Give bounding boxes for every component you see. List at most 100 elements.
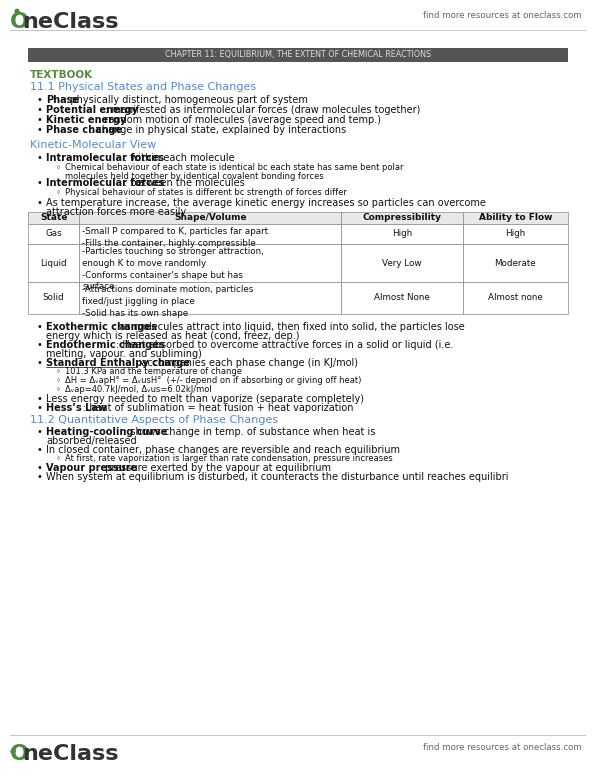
Text: Shape/Volume: Shape/Volume <box>174 213 246 223</box>
Bar <box>79 224 341 244</box>
Text: find more resources at oneclass.com: find more resources at oneclass.com <box>424 11 582 20</box>
Text: ●: ● <box>10 748 16 754</box>
Text: energy which is released as heat (cond, freez, dep.): energy which is released as heat (cond, … <box>46 331 299 341</box>
Text: Moderate: Moderate <box>494 259 536 267</box>
Text: Solid: Solid <box>43 293 64 303</box>
Text: •: • <box>36 358 42 368</box>
Text: ◦: ◦ <box>56 367 61 376</box>
Text: •: • <box>36 322 42 332</box>
Text: Compressibility: Compressibility <box>362 213 441 223</box>
Bar <box>463 212 568 224</box>
Text: find more resources at oneclass.com: find more resources at oneclass.com <box>424 743 582 752</box>
Text: melting, vapour. and subliming): melting, vapour. and subliming) <box>46 349 202 359</box>
Text: neClass: neClass <box>22 12 118 32</box>
Text: ◦: ◦ <box>56 385 61 394</box>
Text: : heat of sublimation = heat fusion + heat vaporization: : heat of sublimation = heat fusion + he… <box>83 403 353 413</box>
Text: 11.2 Quantitative Aspects of Phase Changes: 11.2 Quantitative Aspects of Phase Chang… <box>30 415 278 425</box>
Text: 101.3 KPa and the temperature of change: 101.3 KPa and the temperature of change <box>65 367 242 376</box>
Text: : as molecules attract into liquid, then fixed into solid, the particles lose: : as molecules attract into liquid, then… <box>112 322 464 332</box>
Text: High: High <box>392 229 412 239</box>
Text: Kinetic energy: Kinetic energy <box>46 115 126 125</box>
Text: •: • <box>36 463 42 473</box>
Bar <box>341 212 463 224</box>
Text: Hess’s Law: Hess’s Law <box>46 403 107 413</box>
Text: 11.1 Physical States and Phase Changes: 11.1 Physical States and Phase Changes <box>30 82 256 92</box>
Bar <box>341 282 463 314</box>
Text: : change in physical state, explained by interactions: : change in physical state, explained by… <box>90 125 347 135</box>
Text: -Particles touching so stronger attraction,
enough K to move randomly
-Conforms : -Particles touching so stronger attracti… <box>82 247 264 291</box>
Text: •: • <box>36 95 42 105</box>
Text: Almost none: Almost none <box>488 293 543 303</box>
Bar <box>28 224 79 244</box>
Text: : random motion of molecules (average speed and temp.): : random motion of molecules (average sp… <box>98 115 381 125</box>
Bar <box>28 282 79 314</box>
Text: : Heat absorbed to overcome attractive forces in a solid or liquid (i.e.: : Heat absorbed to overcome attractive f… <box>116 340 453 350</box>
Bar <box>341 224 463 244</box>
Text: neClass: neClass <box>22 744 118 764</box>
Text: : physically distinct, homogeneous part of system: : physically distinct, homogeneous part … <box>64 95 308 105</box>
Text: Exothermic changes: Exothermic changes <box>46 322 157 332</box>
Text: ΔH = ΔᵥapH° = ΔᵥusH°  (+/- depend on if absorbing or giving off heat): ΔH = ΔᵥapH° = ΔᵥusH° (+/- depend on if a… <box>65 376 361 385</box>
Text: absorbed/released: absorbed/released <box>46 436 137 446</box>
Text: •: • <box>36 445 42 455</box>
Text: At first, rate vaporization is larger than rate condensation, pressure increases: At first, rate vaporization is larger th… <box>65 454 393 463</box>
Text: O: O <box>10 12 29 32</box>
Bar <box>463 282 568 314</box>
Text: Intramolecular forces: Intramolecular forces <box>46 153 164 163</box>
Text: -Attractions dominate motion, particles
fixed/just jiggling in place
-Solid has : -Attractions dominate motion, particles … <box>82 285 253 317</box>
Text: •: • <box>36 153 42 163</box>
Text: Phase change: Phase change <box>46 125 122 135</box>
Text: : manifested as intermolecular forces (draw molecules together): : manifested as intermolecular forces (d… <box>105 105 421 115</box>
Text: TEXTBOOK: TEXTBOOK <box>30 70 93 80</box>
Text: •: • <box>36 125 42 135</box>
Text: •: • <box>36 115 42 125</box>
Text: As temperature increase, the average kinetic energy increases so particles can o: As temperature increase, the average kin… <box>46 198 486 208</box>
Text: : accompanies each phase change (in KJ/mol): : accompanies each phase change (in KJ/m… <box>135 358 358 368</box>
Text: ◦: ◦ <box>56 376 61 385</box>
Text: Vapour pressure: Vapour pressure <box>46 463 137 473</box>
Text: ◦: ◦ <box>56 188 61 197</box>
Text: Chemical behaviour of each state is identical bc each state has same bent polar: Chemical behaviour of each state is iden… <box>65 163 403 172</box>
Text: O: O <box>10 744 29 764</box>
Text: Phase: Phase <box>46 95 79 105</box>
Text: ●: ● <box>14 8 20 14</box>
Text: •: • <box>36 198 42 208</box>
Text: Almost None: Almost None <box>374 293 430 303</box>
Text: ◦: ◦ <box>56 454 61 463</box>
Text: : within each molecule: : within each molecule <box>124 153 234 163</box>
Text: : shows change in temp. of substance when heat is: : shows change in temp. of substance whe… <box>124 427 375 437</box>
Text: Heating-cooling curve: Heating-cooling curve <box>46 427 167 437</box>
Text: CHAPTER 11: EQUILIBRIUM, THE EXTENT OF CHEMICAL REACTIONS: CHAPTER 11: EQUILIBRIUM, THE EXTENT OF C… <box>165 51 431 59</box>
Text: •: • <box>36 340 42 350</box>
Bar <box>79 212 341 224</box>
Text: Liquid: Liquid <box>40 259 67 267</box>
Text: Potential energy: Potential energy <box>46 105 138 115</box>
Text: When system at equilibrium is disturbed, it counteracts the disturbance until re: When system at equilibrium is disturbed,… <box>46 472 509 482</box>
Text: •: • <box>36 394 42 404</box>
Text: In closed container, phase changes are reversible and reach equilibrium: In closed container, phase changes are r… <box>46 445 400 455</box>
Bar <box>79 244 341 282</box>
Text: Kinetic-Molecular View: Kinetic-Molecular View <box>30 140 156 150</box>
Text: Endothermic changes: Endothermic changes <box>46 340 165 350</box>
Text: •: • <box>36 403 42 413</box>
Text: •: • <box>36 105 42 115</box>
Text: Gas: Gas <box>45 229 62 239</box>
Bar <box>28 212 79 224</box>
Text: Ability to Flow: Ability to Flow <box>478 213 552 223</box>
Text: Standard Enthalpy charge: Standard Enthalpy charge <box>46 358 190 368</box>
Bar <box>28 244 79 282</box>
Bar <box>463 224 568 244</box>
Text: Intermolecular forces: Intermolecular forces <box>46 178 164 188</box>
Text: Very Low: Very Low <box>382 259 422 267</box>
Text: : between the molecules: : between the molecules <box>124 178 245 188</box>
Text: Δᵥap=40.7kJ/mol, Δᵥus=6.02kJ/mol: Δᵥap=40.7kJ/mol, Δᵥus=6.02kJ/mol <box>65 385 212 394</box>
Bar <box>463 244 568 282</box>
Text: molecules held together by identical covalent bonding forces: molecules held together by identical cov… <box>65 172 324 181</box>
Text: attraction forces more easily: attraction forces more easily <box>46 207 186 217</box>
Text: •: • <box>36 427 42 437</box>
Text: •: • <box>36 472 42 482</box>
Text: High: High <box>505 229 525 239</box>
Text: State: State <box>40 213 67 223</box>
Text: Physical behaviour of states is different bc strength of forces differ: Physical behaviour of states is differen… <box>65 188 347 197</box>
Text: Less energy needed to melt than vaporize (separate completely): Less energy needed to melt than vaporize… <box>46 394 364 404</box>
